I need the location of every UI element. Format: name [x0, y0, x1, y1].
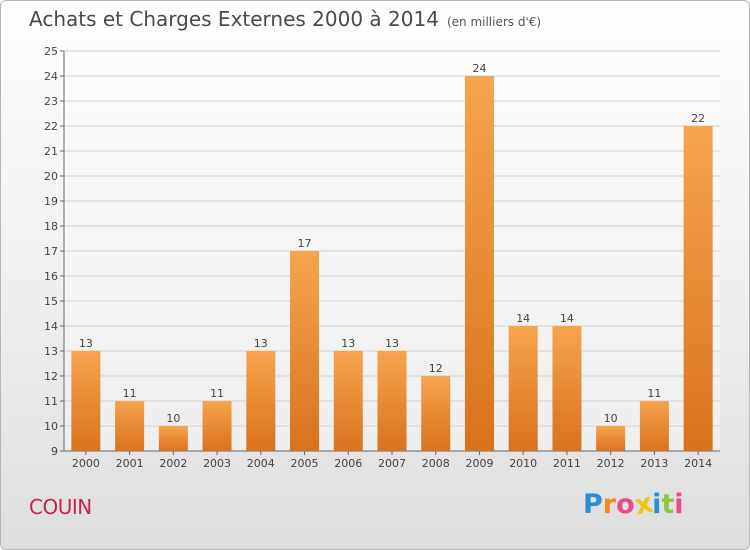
data-label: 22 [691, 112, 705, 125]
bar [508, 326, 538, 451]
bar [202, 401, 232, 451]
x-tick-label: 2000 [72, 457, 100, 470]
data-label: 14 [560, 312, 574, 325]
y-tick-label: 21 [44, 145, 58, 158]
x-tick-label: 2010 [509, 457, 537, 470]
x-tick-label: 2012 [597, 457, 625, 470]
y-tick-label: 9 [51, 445, 58, 458]
data-label: 10 [604, 412, 618, 425]
data-label: 13 [79, 337, 93, 350]
data-label: 13 [341, 337, 355, 350]
x-tick-label: 2001 [116, 457, 144, 470]
bar [246, 351, 276, 451]
bar [639, 401, 669, 451]
x-tick-label: 2009 [465, 457, 493, 470]
bar [552, 326, 582, 451]
y-tick-label: 17 [44, 245, 58, 258]
x-tick-label: 2004 [247, 457, 275, 470]
y-tick-label: 19 [44, 195, 58, 208]
data-label: 17 [298, 237, 312, 250]
x-tick-label: 2008 [422, 457, 450, 470]
y-tick-label: 12 [44, 370, 58, 383]
data-label: 12 [429, 362, 443, 375]
logo-letter: i [674, 489, 684, 520]
bar [464, 76, 494, 451]
x-tick-label: 2003 [203, 457, 231, 470]
logo-letter: P [583, 489, 603, 520]
data-label: 14 [516, 312, 530, 325]
proxiti-logo: Proxiti [583, 488, 684, 522]
x-tick-label: 2006 [334, 457, 362, 470]
x-tick-label: 2014 [684, 457, 712, 470]
bar [333, 351, 363, 451]
logo-letter: i [652, 489, 662, 520]
chart-subtitle: (en milliers d'€) [446, 15, 542, 29]
y-tick-label: 14 [44, 320, 58, 333]
y-tick-label: 18 [44, 220, 58, 233]
bar [71, 351, 101, 451]
bar [421, 376, 451, 451]
y-tick-label: 24 [44, 70, 58, 83]
commune-name: COUIN [29, 495, 92, 519]
y-tick-label: 22 [44, 120, 58, 133]
x-tick-label: 2011 [553, 457, 581, 470]
data-label: 11 [123, 387, 137, 400]
title-text: Achats et Charges Externes 2000 à 2014 [29, 7, 439, 31]
logo-letter: t [661, 489, 675, 520]
bar [115, 401, 145, 451]
y-tick-label: 20 [44, 170, 58, 183]
logo-letter: r [602, 489, 617, 520]
y-tick-label: 25 [44, 45, 58, 58]
data-label: 11 [210, 387, 224, 400]
x-tick-label: 2005 [291, 457, 319, 470]
bar [158, 426, 188, 451]
y-tick-label: 13 [44, 345, 58, 358]
bar [377, 351, 407, 451]
data-label: 10 [166, 412, 180, 425]
data-label: 11 [647, 387, 661, 400]
y-tick-label: 16 [44, 270, 58, 283]
bar [596, 426, 626, 451]
logo-letter: o [616, 489, 635, 520]
data-label: 24 [472, 62, 486, 75]
y-tick-label: 15 [44, 295, 58, 308]
y-tick-label: 23 [44, 95, 58, 108]
chart-title: Achats et Charges Externes 2000 à 2014 (e… [29, 7, 541, 31]
x-tick-label: 2007 [378, 457, 406, 470]
bar [290, 251, 320, 451]
x-tick-label: 2002 [159, 457, 187, 470]
bar [683, 126, 713, 451]
y-tick-label: 11 [44, 395, 58, 408]
data-label: 13 [385, 337, 399, 350]
x-tick-label: 2013 [640, 457, 668, 470]
y-tick-label: 10 [44, 420, 58, 433]
data-label: 13 [254, 337, 268, 350]
